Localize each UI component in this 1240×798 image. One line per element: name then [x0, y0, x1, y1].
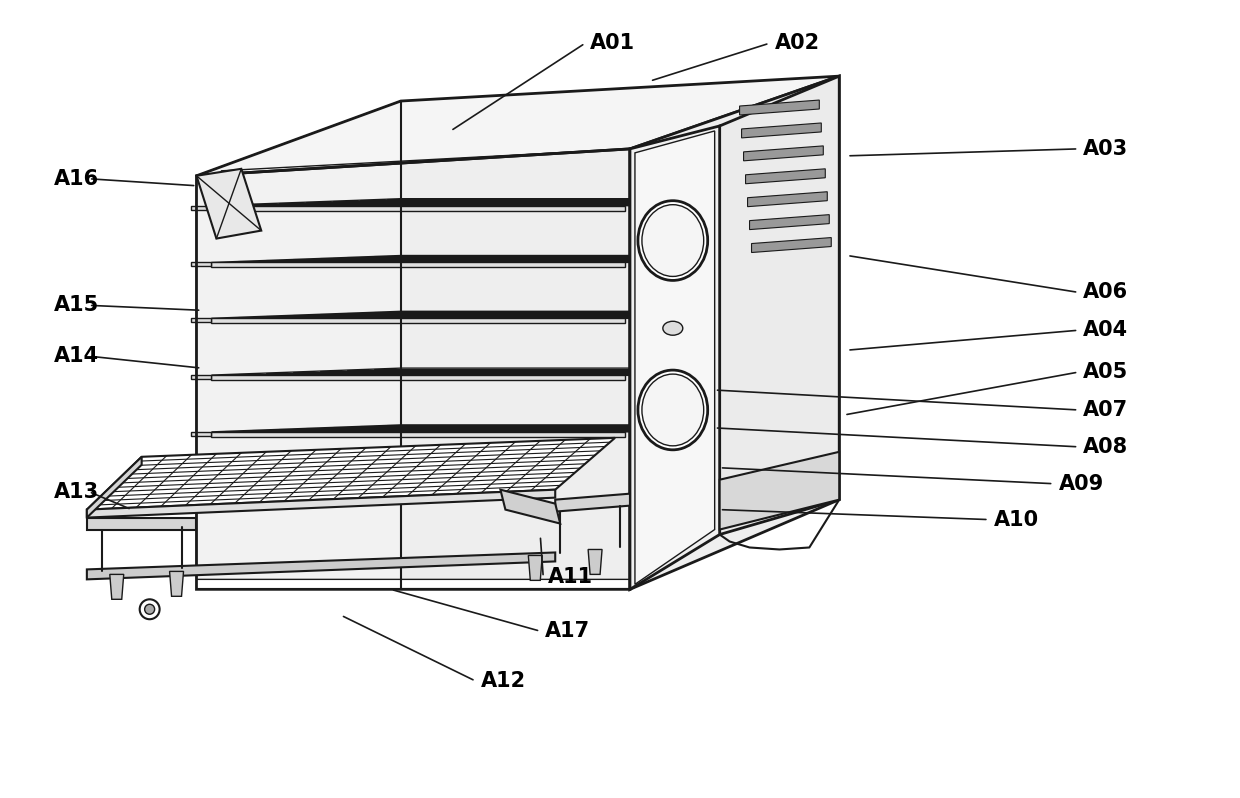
Ellipse shape: [637, 200, 708, 280]
Polygon shape: [191, 318, 212, 322]
Polygon shape: [87, 552, 556, 579]
Text: A10: A10: [993, 510, 1039, 530]
Polygon shape: [196, 101, 401, 579]
Polygon shape: [528, 555, 542, 580]
Text: A07: A07: [1084, 400, 1128, 420]
Polygon shape: [87, 456, 141, 518]
Polygon shape: [191, 432, 212, 436]
Polygon shape: [212, 425, 815, 432]
Text: A09: A09: [1059, 474, 1104, 494]
Polygon shape: [745, 169, 826, 184]
Polygon shape: [191, 263, 212, 267]
Text: A02: A02: [775, 34, 820, 53]
Text: A11: A11: [548, 567, 594, 587]
Polygon shape: [751, 238, 831, 252]
Polygon shape: [212, 318, 625, 323]
Polygon shape: [212, 206, 625, 211]
Text: A05: A05: [1084, 362, 1128, 382]
Polygon shape: [110, 575, 124, 599]
Text: A04: A04: [1084, 320, 1128, 340]
Polygon shape: [212, 199, 815, 206]
Text: A01: A01: [590, 34, 635, 53]
Polygon shape: [719, 76, 839, 535]
Polygon shape: [212, 255, 815, 263]
Polygon shape: [212, 311, 815, 318]
Polygon shape: [556, 494, 630, 512]
Polygon shape: [401, 101, 630, 579]
Polygon shape: [196, 76, 839, 176]
Polygon shape: [191, 375, 212, 379]
Polygon shape: [630, 76, 839, 590]
Ellipse shape: [642, 374, 704, 446]
Text: A15: A15: [55, 295, 99, 315]
Ellipse shape: [637, 370, 708, 450]
Polygon shape: [212, 432, 625, 437]
Circle shape: [145, 604, 155, 614]
Text: A16: A16: [55, 168, 99, 189]
Polygon shape: [744, 146, 823, 161]
Polygon shape: [212, 368, 815, 375]
Text: A12: A12: [480, 671, 526, 691]
Polygon shape: [87, 490, 556, 518]
Polygon shape: [588, 550, 603, 575]
Polygon shape: [501, 490, 560, 523]
Polygon shape: [170, 571, 184, 596]
Ellipse shape: [663, 322, 683, 335]
Polygon shape: [748, 192, 827, 207]
Polygon shape: [742, 123, 821, 138]
Circle shape: [140, 599, 160, 619]
Polygon shape: [87, 518, 196, 530]
Polygon shape: [87, 438, 615, 510]
Polygon shape: [191, 206, 212, 210]
Text: A14: A14: [55, 346, 99, 366]
Polygon shape: [630, 126, 719, 590]
Polygon shape: [212, 375, 625, 380]
Text: A08: A08: [1084, 437, 1128, 456]
Text: A06: A06: [1084, 282, 1128, 302]
Ellipse shape: [642, 204, 704, 276]
Polygon shape: [212, 263, 625, 267]
Polygon shape: [719, 452, 839, 530]
Polygon shape: [196, 169, 262, 239]
Polygon shape: [635, 131, 714, 584]
Polygon shape: [749, 215, 830, 230]
Text: A03: A03: [1084, 139, 1128, 159]
Text: A17: A17: [546, 621, 590, 641]
Text: A13: A13: [55, 482, 99, 502]
Polygon shape: [739, 100, 820, 115]
